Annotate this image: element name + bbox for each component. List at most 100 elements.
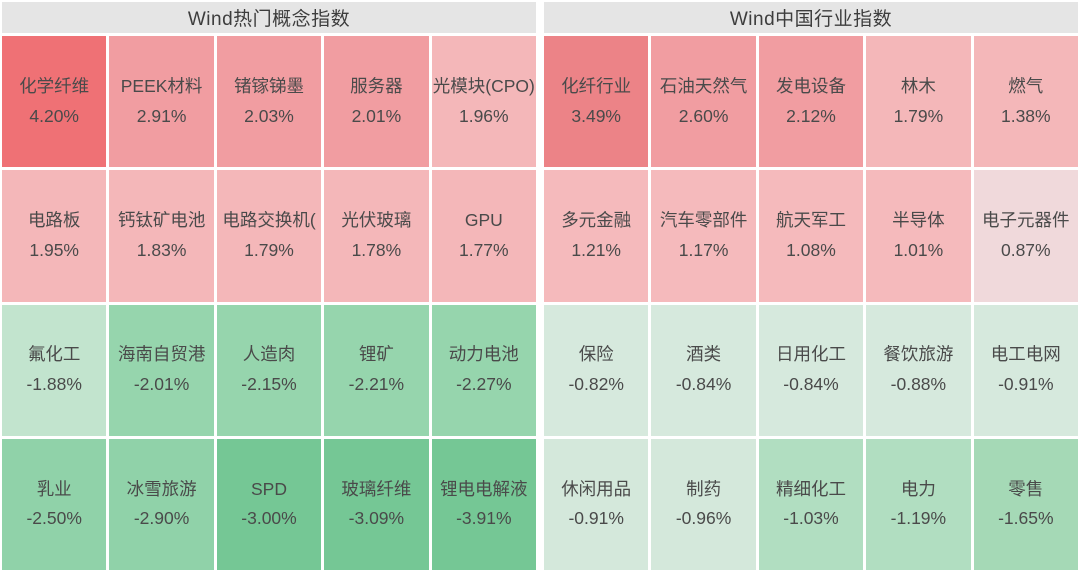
heatmap-tile[interactable]: 石油天然气 2.60% <box>651 36 756 168</box>
tile-label: 保险 <box>578 344 614 365</box>
tile-value: -3.00% <box>241 508 297 529</box>
heatmap-tile[interactable]: 半导体 1.01% <box>866 170 971 302</box>
tile-value: 1.95% <box>29 239 79 260</box>
panel-title-china-industry: Wind中国行业指数 <box>544 2 1078 33</box>
heatmap-tile[interactable]: 冰雪旅游 -2.90% <box>109 438 214 570</box>
heatmap-tile[interactable]: 电工电网 -0.91% <box>973 304 1078 436</box>
tile-label: 零售 <box>1008 478 1044 499</box>
heatmap-tile[interactable]: 航天军工 1.08% <box>758 170 864 302</box>
heatmap-tile[interactable]: 发电设备 2.12% <box>758 36 864 168</box>
tile-label: 锗镓锑墨 <box>233 75 304 96</box>
heatmap-tile[interactable]: 制药 -0.96% <box>651 438 756 570</box>
heatmap-tile[interactable]: 电子元器件 0.87% <box>973 170 1078 302</box>
heatmap-tile[interactable]: 酒类 -0.84% <box>651 304 756 436</box>
tile-value: -2.01% <box>133 374 190 395</box>
tile-label: 电工电网 <box>990 344 1061 365</box>
heatmap-tile[interactable]: 汽车零部件 1.17% <box>651 170 756 302</box>
tile-value: -3.91% <box>456 508 512 529</box>
heatmap-tile[interactable]: 休闲用品 -0.91% <box>544 438 649 570</box>
heatmap-tile[interactable]: 乳业 -2.50% <box>2 438 107 570</box>
tile-label: 酒类 <box>686 344 722 365</box>
tile-label: 乳业 <box>36 478 72 499</box>
tile-value: -0.88% <box>890 374 947 395</box>
tile-label: 锂电电解液 <box>440 478 528 499</box>
heatmap-tile[interactable]: 氟化工 -1.88% <box>2 304 107 436</box>
tile-label: 电路板 <box>27 210 81 231</box>
heatmap-tile[interactable]: 玻璃纤维 -3.09% <box>324 438 429 570</box>
heatmap-tile[interactable]: 光伏玻璃 1.78% <box>324 170 429 302</box>
tile-label: 动力电池 <box>448 344 519 365</box>
tile-value: 1.77% <box>458 239 509 260</box>
heatmap-tile[interactable]: SPD -3.00% <box>216 438 322 570</box>
tile-value: 2.12% <box>786 105 836 126</box>
heatmap-tile[interactable]: 海南自贸港 -2.01% <box>109 304 214 436</box>
tile-value: -1.88% <box>26 374 82 395</box>
tile-label: 玻璃纤维 <box>341 478 412 499</box>
heatmap-tile[interactable]: 锂矿 -2.21% <box>324 304 429 436</box>
heatmap-grid-hot-concept: 化学纤维 4.20% PEEK材料 2.91% 锗镓锑墨 2.03% 服务器 2.01% 光模块… <box>2 36 536 570</box>
heatmap-tile[interactable]: 保险 -0.82% <box>544 304 649 436</box>
panel-china-industry-index: Wind中国行业指数 化纤行业 3.49% 石油天然气 2.60% 发电设备 2.12% 林… <box>544 2 1078 570</box>
tile-value: -2.15% <box>241 374 297 395</box>
tile-value: -2.21% <box>348 374 405 395</box>
panel-title-hot-concept: Wind热门概念指数 <box>2 2 536 33</box>
heatmap-tile[interactable]: 精细化工 -1.03% <box>758 438 864 570</box>
tile-value: -0.96% <box>675 508 732 529</box>
heatmap-tile[interactable]: 动力电池 -2.27% <box>431 304 536 436</box>
heatmap-tile[interactable]: 电路交换机(1.79% <box>216 170 322 302</box>
heatmap-tile[interactable]: 服务器 2.01% <box>324 36 429 168</box>
tile-value: 1.08% <box>786 239 836 260</box>
tile-value: -0.82% <box>568 374 624 395</box>
heatmap-tile[interactable]: 零售 -1.65% <box>973 438 1078 570</box>
heatmap-tile[interactable]: GPU 1.77% <box>431 170 536 302</box>
heatmap-tile[interactable]: 电力 -1.19% <box>866 438 971 570</box>
heatmap-tile[interactable]: 餐饮旅游 -0.88% <box>866 304 971 436</box>
heatmap-tile[interactable]: 人造肉 -2.15% <box>216 304 322 436</box>
tile-value: -0.91% <box>568 508 624 529</box>
tile-value: -2.50% <box>26 508 82 529</box>
tile-label: 电路交换机( <box>222 210 316 231</box>
tile-label: 制药 <box>686 478 722 499</box>
heatmap-tile[interactable]: 锗镓锑墨 2.03% <box>216 36 322 168</box>
tile-value: 1.17% <box>678 239 729 260</box>
heatmap-tile[interactable]: 锂电电解液 -3.91% <box>431 438 536 570</box>
tile-value: -1.19% <box>890 508 947 529</box>
tile-label: 发电设备 <box>775 75 846 96</box>
heatmap-tile[interactable]: 电路板 1.95% <box>2 170 107 302</box>
heatmap-tile[interactable]: PEEK材料 2.91% <box>109 36 214 168</box>
heatmap-tile[interactable]: 日用化工 -0.84% <box>758 304 864 436</box>
tile-label: 氟化工 <box>27 344 81 365</box>
tile-value: -1.03% <box>783 508 839 529</box>
tile-label: 电子元器件 <box>982 210 1070 231</box>
heatmap-tile[interactable]: 化学纤维 4.20% <box>2 36 107 168</box>
tile-label: 人造肉 <box>242 344 296 365</box>
panel-hot-concept-index: Wind热门概念指数 化学纤维 4.20% PEEK材料 2.91% 锗镓锑墨 2.03%… <box>2 2 536 570</box>
tile-label: 冰雪旅游 <box>126 478 197 499</box>
tile-value: 4.20% <box>29 105 79 126</box>
heatmap-tile[interactable]: 燃气 1.38% <box>973 36 1078 168</box>
tile-label: 精细化工 <box>775 478 846 499</box>
tile-label: 休闲用品 <box>561 478 632 499</box>
tile-label: 化纤行业 <box>561 75 632 96</box>
tile-value: 1.01% <box>893 239 944 260</box>
heatmap-tile[interactable]: 林木 1.79% <box>866 36 971 168</box>
tile-value: 2.91% <box>136 105 187 126</box>
heatmap-tile[interactable]: 多元金融 1.21% <box>544 170 649 302</box>
tile-label: 钙钛矿电池 <box>117 210 206 231</box>
heatmap-tile[interactable]: 钙钛矿电池 1.83% <box>109 170 214 302</box>
heatmap-tile[interactable]: 化纤行业 3.49% <box>544 36 649 168</box>
tile-label: 汽车零部件 <box>659 210 748 231</box>
tile-value: -0.84% <box>783 374 839 395</box>
tile-label: 燃气 <box>1008 75 1044 96</box>
tile-value: 1.83% <box>136 239 187 260</box>
tile-value: 1.96% <box>458 105 509 126</box>
tile-label: 航天军工 <box>775 210 846 231</box>
tile-label: PEEK材料 <box>120 75 203 96</box>
tile-value: 2.03% <box>244 105 294 126</box>
tile-label: 林木 <box>900 75 936 96</box>
heatmap-tile[interactable]: 光模块(CPO) 1.96% <box>431 36 536 168</box>
tile-label: 多元金融 <box>561 210 632 231</box>
tile-value: -0.91% <box>998 374 1054 395</box>
tile-value: -2.27% <box>456 374 512 395</box>
